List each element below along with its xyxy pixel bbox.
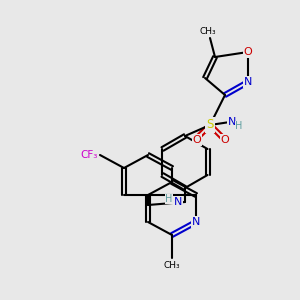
Text: N: N: [244, 77, 252, 87]
Text: N: N: [228, 117, 236, 127]
Text: O: O: [244, 47, 252, 57]
Text: N: N: [192, 217, 200, 227]
Text: N: N: [174, 197, 182, 207]
Text: H: H: [165, 194, 173, 204]
Text: O: O: [193, 135, 201, 145]
Text: CH₃: CH₃: [200, 26, 216, 35]
Text: CF₃: CF₃: [81, 150, 98, 160]
Text: S: S: [206, 118, 214, 131]
Text: O: O: [220, 135, 230, 145]
Text: CH₃: CH₃: [164, 260, 180, 269]
Text: H: H: [235, 121, 243, 131]
